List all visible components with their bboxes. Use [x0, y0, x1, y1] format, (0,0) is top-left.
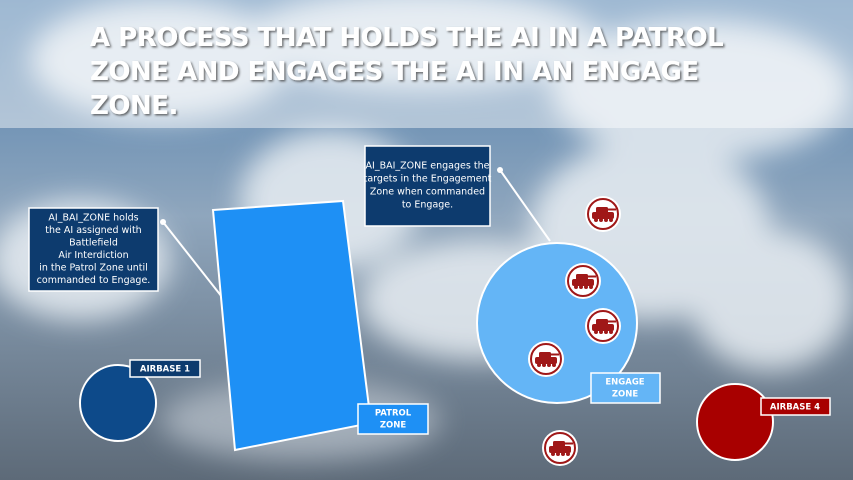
callout-text: Zone when commanded: [370, 187, 485, 198]
patrol-zone-label: ZONE: [380, 421, 407, 431]
engage-zone-label: ZONE: [612, 390, 639, 400]
airbase-4: [696, 383, 774, 461]
callout-text: commanded to Engage.: [37, 275, 151, 286]
connector: [499, 169, 551, 242]
callout-text: targets in the Engagement: [364, 174, 492, 185]
callout-text: the AI assigned with: [45, 225, 141, 236]
patrol-zone-label: PATROL: [375, 409, 412, 419]
airbase-1: [79, 364, 157, 442]
airbase-4-label: AIRBASE 4: [770, 403, 820, 413]
connector: [162, 221, 223, 298]
targets: [528, 196, 621, 466]
connector-dot: [160, 219, 166, 225]
engage-callout: [364, 145, 491, 227]
callout-text: AI_BAI_ZONE holds: [48, 213, 138, 224]
title: ZONE.: [90, 91, 178, 121]
patrol-zone-label-box: [357, 403, 429, 435]
callout-text: Air Interdiction: [58, 250, 128, 261]
airbase-1-label-box: [129, 359, 201, 378]
title-band: [0, 0, 853, 128]
callout-text: in the Patrol Zone until: [39, 263, 148, 274]
callout-text: Battlefield: [69, 238, 118, 249]
airbase-4-label-box: [760, 397, 831, 416]
connector-dot: [497, 167, 503, 173]
patrol-zone: [211, 199, 373, 452]
airbase-1-label: AIRBASE 1: [140, 365, 190, 375]
title: A PROCESS THAT HOLDS THE AI IN A PATROL: [90, 23, 723, 53]
title: ZONE AND ENGAGES THE AI IN AN ENGAGE: [90, 57, 699, 87]
engage-zone-label: ENGAGE: [605, 378, 644, 388]
engage-zone-label-box: [590, 372, 661, 404]
callout-text: AI_BAI_ZONE engages the: [366, 161, 490, 172]
patrol-callout: [28, 207, 159, 292]
callout-text: to Engage.: [402, 200, 453, 211]
